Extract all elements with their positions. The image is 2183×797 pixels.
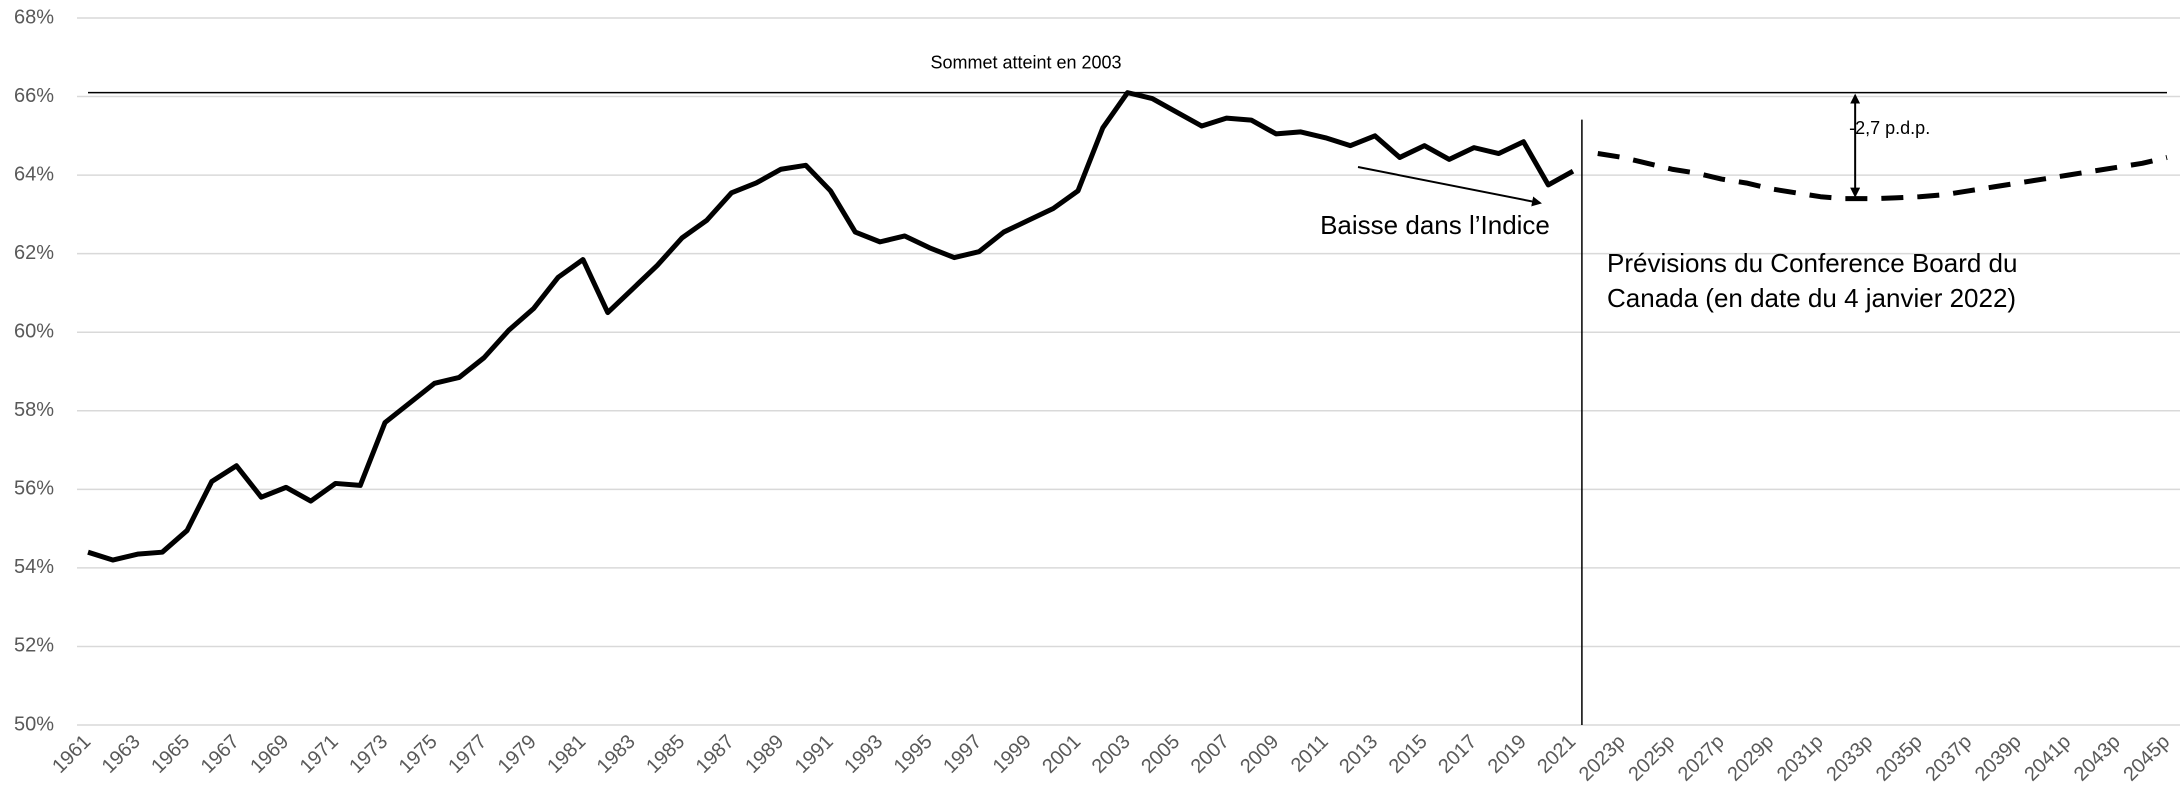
x-tick-label: 2003 xyxy=(1088,731,1135,778)
series-line xyxy=(87,90,1575,563)
x-tick-label: 1985 xyxy=(642,731,689,778)
x-tick-label: 1983 xyxy=(593,731,640,778)
x-tick-label: 2039p xyxy=(1971,731,2026,786)
x-tick-label: 2009 xyxy=(1236,731,1283,778)
x-tick-label: 2045p xyxy=(2119,731,2174,786)
y-tick-label: 62% xyxy=(14,242,54,264)
y-tick-label: 58% xyxy=(14,399,54,421)
x-tick-label: 1989 xyxy=(741,731,788,778)
y-tick-label: 64% xyxy=(14,163,54,185)
peak-label: Sommet atteint en 2003 xyxy=(930,52,1121,72)
x-tick-label: 1987 xyxy=(692,731,739,778)
x-tick-label: 2043p xyxy=(2070,731,2125,786)
decline-arrow xyxy=(1357,166,1542,207)
x-tick-label: 1965 xyxy=(147,731,194,778)
x-tick-label: 2001 xyxy=(1038,731,1085,778)
y-tick-label: 50% xyxy=(14,713,54,735)
x-tick-label: 2021 xyxy=(1533,731,1580,778)
forecast-note: Canada (en date du 4 janvier 2022) xyxy=(1607,283,2016,313)
gap-label: -2,7 p.d.p. xyxy=(1849,118,1930,138)
forecast-note: Prévisions du Conference Board du xyxy=(1607,248,2017,278)
x-tick-label: 1969 xyxy=(246,731,293,778)
x-tick-label: 1981 xyxy=(543,731,590,778)
y-tick-label: 56% xyxy=(14,478,54,500)
x-tick-label: 1995 xyxy=(890,731,937,778)
x-tick-label: 1979 xyxy=(494,731,541,778)
x-tick-label: 2029p xyxy=(1723,731,1778,786)
x-tick-label: 1993 xyxy=(840,731,887,778)
y-tick-label: 60% xyxy=(14,321,54,343)
x-tick-label: 1999 xyxy=(989,731,1036,778)
x-tick-label: 2041p xyxy=(2020,731,2075,786)
series-line xyxy=(1597,151,2168,202)
x-tick-label: 2007 xyxy=(1187,731,1234,778)
y-tick-label: 66% xyxy=(14,85,54,107)
x-tick-label: 2037p xyxy=(1921,731,1976,786)
x-tick-label: 1977 xyxy=(444,731,491,778)
x-tick-label: 1973 xyxy=(345,731,392,778)
x-tick-label: 2031p xyxy=(1773,731,1828,786)
x-tick-label: 2023p xyxy=(1575,731,1630,786)
x-tick-label: 2011 xyxy=(1287,731,1333,777)
x-tick-label: 1997 xyxy=(939,731,986,778)
decline-label: Baisse dans l’Indice xyxy=(1320,210,1550,240)
x-tick-label: 2015 xyxy=(1385,731,1432,778)
x-tick-label: 2027p xyxy=(1674,731,1729,786)
x-tick-label: 2005 xyxy=(1137,731,1184,778)
y-tick-label: 54% xyxy=(14,556,54,578)
x-tick-label: 2035p xyxy=(1872,731,1927,786)
x-tick-label: 1967 xyxy=(197,731,244,778)
x-tick-label: 1963 xyxy=(98,731,145,778)
y-tick-label: 68% xyxy=(14,6,54,28)
x-tick-label: 2025p xyxy=(1624,731,1679,786)
x-tick-label: 1975 xyxy=(395,731,442,778)
x-tick-label: 1991 xyxy=(791,731,838,778)
x-tick-label: 1971 xyxy=(296,731,343,778)
x-tick-label: 2019 xyxy=(1484,731,1531,778)
x-tick-label: 2033p xyxy=(1822,731,1877,786)
x-tick-label: 1961 xyxy=(48,731,95,778)
x-tick-label: 2017 xyxy=(1434,731,1481,778)
x-tick-label: 2013 xyxy=(1335,731,1382,778)
y-tick-label: 52% xyxy=(14,635,54,657)
